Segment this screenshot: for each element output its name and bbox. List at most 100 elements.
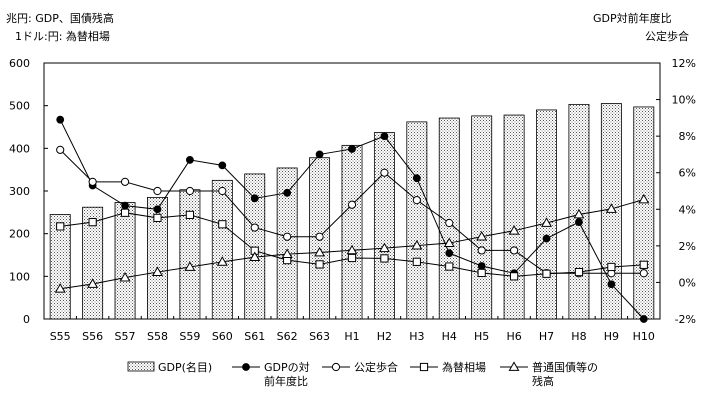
- legend-swatch-gdp: [127, 361, 155, 372]
- gdp-growth-point: [185, 156, 194, 164]
- bond-balance-point: [87, 278, 99, 288]
- gdp-growth-point: [121, 201, 129, 210]
- x-tick-label: S63: [309, 330, 330, 343]
- legend-label-exchange-rate: 為替相場: [442, 360, 486, 374]
- exchange-rate-point: [542, 269, 551, 278]
- legend-label-discount-rate: 公定歩合: [354, 360, 398, 374]
- gdp-bar: [276, 167, 298, 320]
- legend-swatch-bond-balance-marker: [508, 361, 520, 371]
- right-tick-label: 0%: [679, 276, 696, 289]
- left-axis-unit-note-2: 1ドル:円: 為替相場: [15, 30, 110, 43]
- x-tick-label: H6: [506, 330, 521, 343]
- bond-balance-point: [605, 203, 617, 213]
- discount-rate-point: [315, 232, 324, 241]
- discount-rate-point: [153, 186, 162, 196]
- x-tick-label: H8: [571, 330, 586, 343]
- x-tick-label: S60: [212, 330, 233, 343]
- left-tick-label: 400: [9, 142, 30, 155]
- bond-balance-point: [443, 237, 455, 247]
- gdp-growth-point: [639, 315, 648, 323]
- bond-balance-point: [54, 283, 66, 293]
- gdp-growth-point: [575, 218, 583, 226]
- left-tick-label: 500: [9, 100, 30, 113]
- discount-rate-point: [185, 186, 194, 196]
- discount-rate-point: [477, 246, 486, 255]
- discount-rate-point: [218, 186, 227, 196]
- bond-balance-point: [541, 217, 552, 227]
- right-tick-label: 12%: [672, 57, 696, 70]
- gdp-bar: [82, 206, 104, 320]
- gdp-growth-point: [412, 174, 421, 183]
- exchange-rate-point: [153, 213, 162, 222]
- gdp-growth-point: [56, 115, 65, 124]
- exchange-rate-point: [607, 262, 616, 272]
- discount-rate-point: [283, 232, 292, 241]
- gdp-growth-point: [607, 280, 616, 289]
- bond-balance-point: [216, 256, 228, 266]
- right-tick-label: 4%: [679, 203, 696, 216]
- legend-label-gdp: GDP(名目): [158, 360, 212, 374]
- bond-balance-point: [314, 246, 326, 257]
- legend-label-gdp-growth: GDPの対: [264, 360, 310, 374]
- exchange-rate-point: [510, 272, 519, 281]
- x-tick-label: H9: [604, 330, 619, 343]
- gdp-growth-point: [348, 145, 356, 153]
- bond-balance-point: [573, 208, 585, 219]
- right-tick-label: 10%: [672, 94, 696, 107]
- bond-balance-point: [508, 225, 520, 235]
- discount-rate-point: [56, 145, 65, 154]
- discount-rate-point: [88, 177, 97, 186]
- exchange-rate-point: [445, 262, 454, 271]
- bond-balance-point: [638, 193, 650, 204]
- gdp-growth-point: [380, 132, 389, 141]
- x-tick-label: H7: [539, 330, 554, 343]
- gdp-growth-point: [283, 188, 292, 197]
- x-tick-label: S61: [244, 330, 265, 343]
- exchange-rate-point: [315, 260, 324, 269]
- x-tick-label: H2: [377, 330, 392, 343]
- discount-rate-point: [639, 269, 648, 278]
- gdp-bar: [147, 196, 168, 320]
- gdp-bar: [244, 173, 266, 320]
- gdp-bar: [49, 214, 71, 320]
- discount-rate-point: [347, 200, 357, 209]
- discount-rate-point: [510, 246, 519, 255]
- legend-label-bond-balance: 普通国債等の: [532, 360, 598, 374]
- legend-label-gdp-growth-2: 前年度比: [264, 374, 308, 388]
- exchange-rate-point: [412, 257, 421, 266]
- x-tick-label: S62: [277, 330, 298, 343]
- x-tick-label: S56: [82, 330, 103, 343]
- left-tick-label: 600: [9, 57, 30, 70]
- bond-balance-point: [411, 240, 423, 250]
- right-tick-label: 2%: [679, 240, 696, 253]
- bond-balance-point: [119, 272, 131, 282]
- bond-balance-point: [249, 251, 261, 262]
- gdp-bar: [179, 189, 201, 320]
- bond-balance-point: [476, 231, 488, 241]
- legend-swatch-discount-rate-marker: [331, 362, 341, 372]
- discount-rate-point: [445, 218, 454, 228]
- right-tick-label: 8%: [679, 130, 696, 143]
- x-tick-label: H4: [442, 330, 457, 343]
- legend-label-bond-balance-2: 残高: [532, 374, 554, 388]
- gdp-growth-point: [542, 234, 551, 243]
- x-tick-label: H3: [409, 330, 424, 343]
- right-tick-label: 6%: [679, 167, 696, 180]
- discount-rate-point: [380, 168, 389, 177]
- right-axis-unit-note-2: 公定歩合: [645, 30, 689, 43]
- bond-balance-point: [152, 266, 163, 276]
- legend-swatch-exchange-rate-marker: [419, 362, 429, 372]
- right-tick-label: -2%: [675, 313, 696, 326]
- exchange-rate-point: [347, 253, 357, 263]
- left-tick-label: 300: [9, 185, 30, 198]
- gdp-bar: [633, 106, 655, 320]
- exchange-rate-point: [380, 254, 389, 263]
- bond-balance-point: [346, 244, 358, 255]
- gdp-growth-point: [250, 194, 259, 203]
- exchange-rate-point: [120, 208, 130, 217]
- gdp-growth-point: [445, 249, 454, 258]
- exchange-rate-point: [639, 260, 648, 269]
- gdp-growth-point: [315, 150, 324, 159]
- exchange-rate-point: [477, 268, 486, 278]
